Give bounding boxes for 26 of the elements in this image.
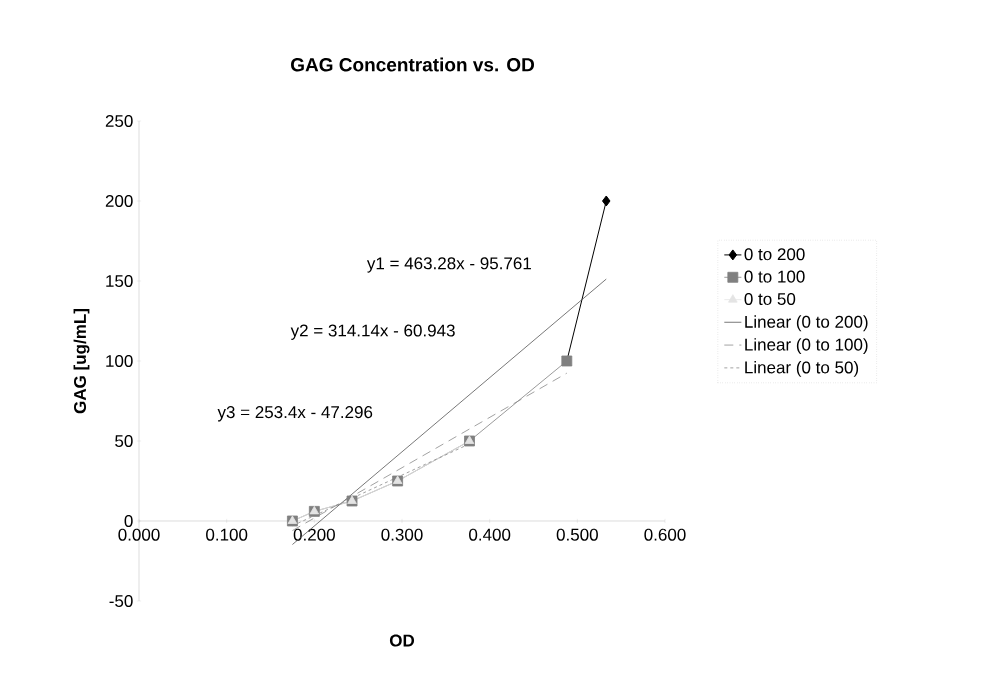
annotation: y2 = 314.14x - 60.943 bbox=[290, 324, 455, 340]
legend-label: 0 to 100 bbox=[744, 270, 805, 283]
y-axis-title: GAG [ug/mL] bbox=[73, 309, 90, 414]
x-tick-label: 0.600 bbox=[644, 528, 686, 541]
legend-label: 0 to 50 bbox=[744, 292, 796, 306]
x-axis-title: OD bbox=[389, 634, 415, 647]
y-tick-label: 100 bbox=[106, 354, 133, 368]
x-tick-label: 0.200 bbox=[293, 528, 335, 541]
y-tick-label: -50 bbox=[109, 594, 133, 608]
y-tick-label: 50 bbox=[115, 434, 133, 448]
y-tick-label: 200 bbox=[105, 194, 133, 208]
annotation: y3 = 253.4x - 47.296 bbox=[217, 406, 373, 422]
annotation: y1 = 463.28x - 95.761 bbox=[366, 257, 531, 273]
x-tick-label: 0.400 bbox=[469, 528, 511, 541]
x-tick-label: 0.000 bbox=[118, 528, 160, 541]
legend-label: Linear (0 to 50) bbox=[745, 360, 859, 377]
x-tick-label: 0.300 bbox=[381, 528, 423, 541]
legend-label: 0 to 200 bbox=[744, 248, 805, 261]
y-tick-label: 0 bbox=[124, 514, 133, 528]
x-tick-label: 0.500 bbox=[556, 528, 598, 541]
y-tick-label: 250 bbox=[105, 114, 133, 128]
y-tick-label: 150 bbox=[106, 274, 133, 288]
chart-title: GAG Concentration vs. OD bbox=[291, 57, 535, 72]
legend-label: Linear (0 to 200) bbox=[745, 315, 868, 332]
x-tick-label: 0.100 bbox=[206, 528, 248, 541]
legend-label: Linear (0 to 100) bbox=[745, 338, 868, 354]
